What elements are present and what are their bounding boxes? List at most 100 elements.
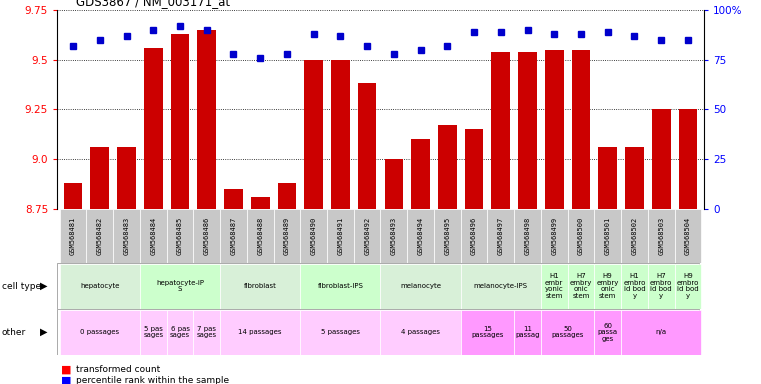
Text: hepatocyte: hepatocyte — [80, 283, 119, 289]
Bar — [354, 209, 380, 263]
Text: GSM568482: GSM568482 — [97, 217, 103, 255]
Text: 0 passages: 0 passages — [80, 329, 119, 335]
Bar — [621, 209, 648, 263]
Bar — [625, 147, 644, 209]
Text: GSM568485: GSM568485 — [177, 217, 183, 255]
Text: GSM568502: GSM568502 — [632, 217, 638, 255]
Bar — [60, 310, 140, 355]
Bar — [594, 209, 621, 263]
Bar — [514, 209, 541, 263]
Bar — [278, 183, 296, 209]
Text: hepatocyte-iP
S: hepatocyte-iP S — [156, 280, 204, 292]
Bar — [460, 263, 541, 309]
Bar — [648, 209, 674, 263]
Text: GSM568497: GSM568497 — [498, 217, 504, 255]
Bar — [594, 263, 621, 309]
Bar — [304, 60, 323, 209]
Bar — [621, 310, 701, 355]
Text: GSM568503: GSM568503 — [658, 217, 664, 255]
Bar — [545, 50, 564, 209]
Text: GSM568500: GSM568500 — [578, 217, 584, 255]
Bar — [568, 263, 594, 309]
Text: H9
embro
id bod
y: H9 embro id bod y — [677, 273, 699, 299]
Bar — [301, 310, 380, 355]
Text: 11
passag: 11 passag — [515, 326, 540, 338]
Bar — [492, 51, 510, 209]
Text: GSM568504: GSM568504 — [685, 217, 691, 255]
Text: melanocyte-IPS: melanocyte-IPS — [474, 283, 528, 289]
Bar — [193, 310, 220, 355]
Bar — [117, 147, 136, 209]
Bar — [407, 209, 434, 263]
Bar — [652, 109, 670, 209]
Bar — [220, 263, 301, 309]
Text: 60
passa
ges: 60 passa ges — [597, 323, 618, 342]
Bar — [460, 209, 487, 263]
Text: GSM568489: GSM568489 — [284, 217, 290, 255]
Text: fibroblast: fibroblast — [244, 283, 277, 289]
Bar — [64, 183, 82, 209]
Text: 5 pas
sages: 5 pas sages — [143, 326, 164, 338]
Text: 6 pas
sages: 6 pas sages — [170, 326, 190, 338]
Text: GSM568490: GSM568490 — [310, 217, 317, 255]
Text: H7
embry
onic
stem: H7 embry onic stem — [570, 273, 592, 299]
Bar — [113, 209, 140, 263]
Bar — [247, 209, 274, 263]
Text: fibroblast-IPS: fibroblast-IPS — [317, 283, 363, 289]
Text: 4 passages: 4 passages — [401, 329, 440, 335]
Bar — [411, 139, 430, 209]
Bar — [487, 209, 514, 263]
Bar — [541, 263, 568, 309]
Text: GSM568495: GSM568495 — [444, 217, 451, 255]
Text: 7 pas
sages: 7 pas sages — [196, 326, 217, 338]
Bar — [140, 209, 167, 263]
Bar — [251, 197, 269, 209]
Bar — [465, 129, 483, 209]
Bar — [674, 263, 701, 309]
Text: GSM568492: GSM568492 — [364, 217, 370, 255]
Bar — [460, 310, 514, 355]
Text: n/a: n/a — [655, 329, 667, 335]
Bar — [91, 147, 109, 209]
Bar — [438, 126, 457, 209]
Bar — [541, 209, 568, 263]
Text: GSM568494: GSM568494 — [418, 217, 424, 255]
Bar — [224, 189, 243, 209]
Text: GSM568499: GSM568499 — [551, 217, 557, 255]
Bar — [301, 209, 327, 263]
Bar — [514, 310, 541, 355]
Bar — [594, 310, 621, 355]
Text: 5 passages: 5 passages — [321, 329, 360, 335]
Text: GSM568481: GSM568481 — [70, 217, 76, 255]
Text: 50
passages: 50 passages — [552, 326, 584, 338]
Text: 14 passages: 14 passages — [238, 329, 282, 335]
Bar — [167, 310, 193, 355]
Bar — [60, 209, 87, 263]
Bar — [648, 263, 674, 309]
Text: GSM568491: GSM568491 — [337, 217, 343, 255]
Text: GSM568486: GSM568486 — [204, 217, 210, 255]
Bar — [327, 209, 354, 263]
Text: GDS3867 / NM_003171_at: GDS3867 / NM_003171_at — [76, 0, 231, 8]
Bar — [220, 209, 247, 263]
Text: ■: ■ — [61, 364, 72, 374]
Text: H1
embr
yonic
stem: H1 embr yonic stem — [545, 273, 564, 299]
Text: ▶: ▶ — [40, 281, 47, 291]
Text: H1
embro
id bod
y: H1 embro id bod y — [623, 273, 645, 299]
Bar — [518, 51, 537, 209]
Bar — [384, 159, 403, 209]
Bar — [380, 209, 407, 263]
Bar — [140, 310, 167, 355]
Bar — [140, 263, 220, 309]
Bar — [87, 209, 113, 263]
Bar — [572, 50, 591, 209]
Text: 15
passages: 15 passages — [471, 326, 504, 338]
Bar — [434, 209, 460, 263]
Bar — [568, 209, 594, 263]
Text: percentile rank within the sample: percentile rank within the sample — [76, 376, 229, 384]
Text: GSM568488: GSM568488 — [257, 217, 263, 255]
Text: ■: ■ — [61, 375, 72, 384]
Bar — [60, 263, 140, 309]
Text: GSM568501: GSM568501 — [605, 217, 610, 255]
Bar — [170, 33, 189, 209]
